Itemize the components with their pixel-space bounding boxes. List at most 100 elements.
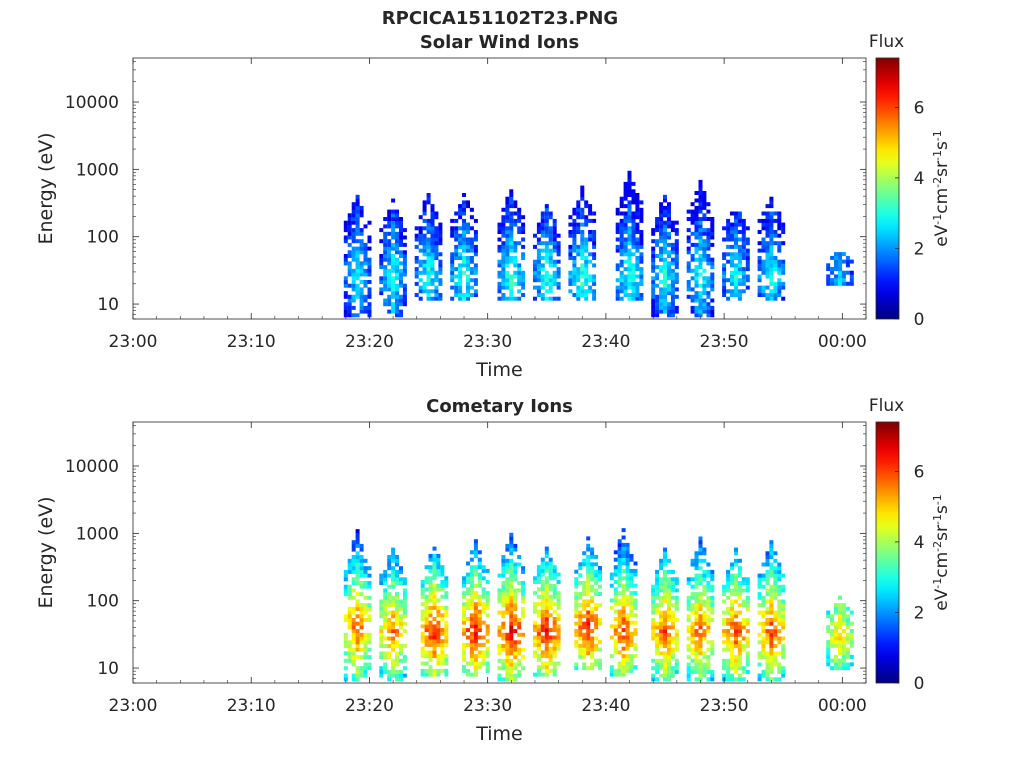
flux-cell — [426, 259, 431, 264]
flux-cell — [621, 583, 626, 588]
flux-cell — [351, 621, 356, 626]
flux-cell — [450, 256, 455, 260]
flux-cell — [659, 287, 664, 292]
flux-cell — [580, 211, 585, 216]
flux-cell — [536, 613, 541, 618]
flux-cell — [430, 207, 435, 212]
flux-cell — [379, 673, 384, 678]
flux-cell — [694, 551, 699, 556]
flux-cell — [674, 644, 679, 648]
flux-cell — [667, 287, 671, 292]
flux-cell — [387, 562, 392, 567]
flux-cell — [582, 562, 587, 567]
flux-cell — [505, 274, 510, 279]
flux-cell — [580, 193, 585, 197]
flux-cell — [536, 672, 541, 677]
flux-cell — [598, 577, 602, 582]
flux-cell — [497, 629, 502, 634]
flux-cell — [367, 220, 372, 225]
flux-cell — [391, 566, 396, 571]
flux-cell — [501, 274, 506, 279]
flux-cell — [659, 662, 664, 667]
flux-cell — [343, 640, 348, 645]
flux-cell — [698, 187, 703, 192]
flux-cell — [391, 629, 396, 634]
flux-cell — [440, 617, 445, 621]
flux-cell — [722, 267, 727, 272]
flux-cell — [466, 602, 470, 607]
flux-cell — [426, 230, 431, 234]
flux-cell — [741, 237, 746, 242]
flux-cell — [741, 621, 746, 626]
flux-cell — [540, 613, 545, 618]
flux-cell — [655, 658, 660, 663]
flux-cell — [694, 257, 699, 262]
flux-cell — [702, 309, 707, 314]
flux-cell — [481, 605, 486, 610]
flux-cell — [444, 580, 449, 584]
flux-cell — [619, 230, 624, 234]
flux-cell — [838, 617, 842, 622]
flux-cell — [702, 655, 707, 660]
flux-cell — [395, 250, 399, 255]
flux-cell — [690, 209, 695, 214]
flux-cell — [458, 267, 463, 272]
flux-cell — [690, 584, 695, 589]
flux-cell — [623, 211, 628, 216]
flux-cell — [761, 248, 766, 253]
flux-cell — [765, 274, 770, 279]
flux-cell — [674, 581, 679, 585]
flux-cell — [621, 557, 626, 562]
flux-cell — [745, 248, 750, 253]
flux-cell — [572, 230, 577, 234]
flux-cell — [387, 584, 392, 589]
flux-cell — [434, 237, 439, 242]
flux-cell — [670, 302, 675, 307]
flux-cell — [359, 573, 364, 578]
flux-cell — [586, 562, 591, 567]
flux-cell — [773, 595, 778, 600]
flux-cell — [757, 278, 762, 283]
flux-cell — [694, 276, 699, 281]
flux-cell — [674, 272, 679, 277]
flux-cell — [706, 202, 711, 207]
flux-cell — [651, 629, 656, 634]
flux-cell — [391, 235, 396, 240]
flux-cell — [363, 272, 368, 277]
flux-cell — [773, 629, 778, 634]
flux-cell — [631, 196, 636, 201]
flux-cell — [686, 606, 691, 611]
flux-cell — [849, 281, 854, 286]
flux-cell — [432, 557, 437, 562]
flux-cell — [505, 673, 510, 678]
flux-cell — [590, 584, 595, 589]
flux-cell — [440, 646, 445, 651]
flux-cell — [737, 230, 742, 234]
flux-cell — [428, 591, 433, 596]
flux-cell — [830, 270, 835, 275]
flux-cell — [670, 647, 675, 652]
flux-cell — [734, 233, 738, 238]
flux-cell — [706, 603, 711, 608]
flux-cell — [590, 554, 595, 559]
flux-cell — [667, 584, 671, 589]
flux-cell — [576, 211, 581, 216]
flux-cell — [845, 640, 850, 645]
flux-cell — [706, 261, 711, 266]
flux-cell — [761, 218, 766, 223]
flux-cell — [444, 620, 449, 625]
flux-cell — [466, 241, 470, 246]
flux-cell — [458, 252, 463, 257]
flux-cell — [663, 577, 667, 582]
flux-cell — [629, 665, 634, 670]
flux-cell — [347, 217, 352, 221]
flux-cell — [556, 244, 561, 249]
flux-cell — [343, 588, 348, 593]
flux-cell — [670, 224, 675, 229]
flux-cell — [383, 621, 388, 626]
flux-cell — [702, 268, 707, 273]
flux-cell — [548, 561, 553, 566]
flux-cell — [552, 639, 557, 644]
flux-cell — [544, 244, 549, 249]
flux-cell — [757, 621, 762, 626]
